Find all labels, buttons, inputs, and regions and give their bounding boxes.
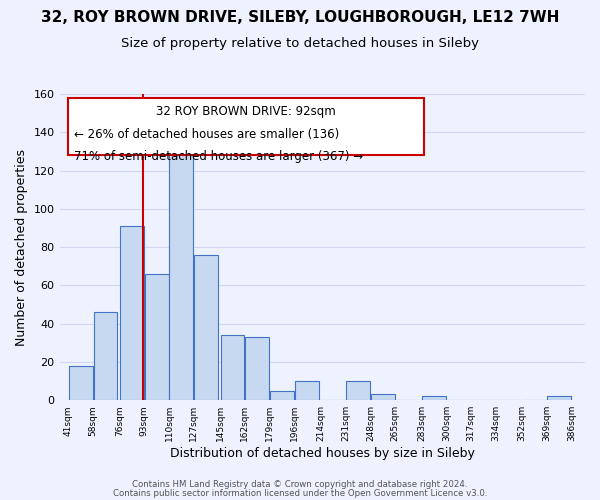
Text: Size of property relative to detached houses in Sileby: Size of property relative to detached ho… <box>121 38 479 51</box>
Bar <box>69 366 92 400</box>
Text: Contains HM Land Registry data © Crown copyright and database right 2024.: Contains HM Land Registry data © Crown c… <box>132 480 468 489</box>
Bar <box>547 396 571 400</box>
Bar <box>346 381 370 400</box>
Bar <box>94 312 118 400</box>
Text: 32, ROY BROWN DRIVE, SILEBY, LOUGHBOROUGH, LE12 7WH: 32, ROY BROWN DRIVE, SILEBY, LOUGHBOROUG… <box>41 10 559 25</box>
Bar <box>145 274 169 400</box>
Y-axis label: Number of detached properties: Number of detached properties <box>15 148 28 346</box>
Bar <box>422 396 446 400</box>
Bar <box>295 381 319 400</box>
Bar <box>68 98 424 155</box>
Bar <box>221 335 244 400</box>
X-axis label: Distribution of detached houses by size in Sileby: Distribution of detached houses by size … <box>170 447 475 460</box>
Text: Contains public sector information licensed under the Open Government Licence v3: Contains public sector information licen… <box>113 488 487 498</box>
Text: ← 26% of detached houses are smaller (136): ← 26% of detached houses are smaller (13… <box>74 128 340 141</box>
Text: 71% of semi-detached houses are larger (367) →: 71% of semi-detached houses are larger (… <box>74 150 363 162</box>
Bar <box>371 394 395 400</box>
Bar <box>120 226 144 400</box>
Bar <box>245 337 269 400</box>
Bar <box>270 390 294 400</box>
Bar <box>194 255 218 400</box>
Bar <box>169 150 193 400</box>
Text: 32 ROY BROWN DRIVE: 92sqm: 32 ROY BROWN DRIVE: 92sqm <box>157 106 336 118</box>
